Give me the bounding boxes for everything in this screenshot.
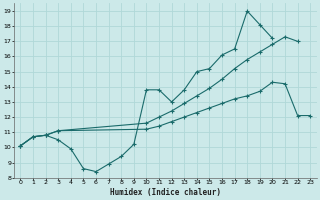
X-axis label: Humidex (Indice chaleur): Humidex (Indice chaleur) (110, 188, 221, 197)
